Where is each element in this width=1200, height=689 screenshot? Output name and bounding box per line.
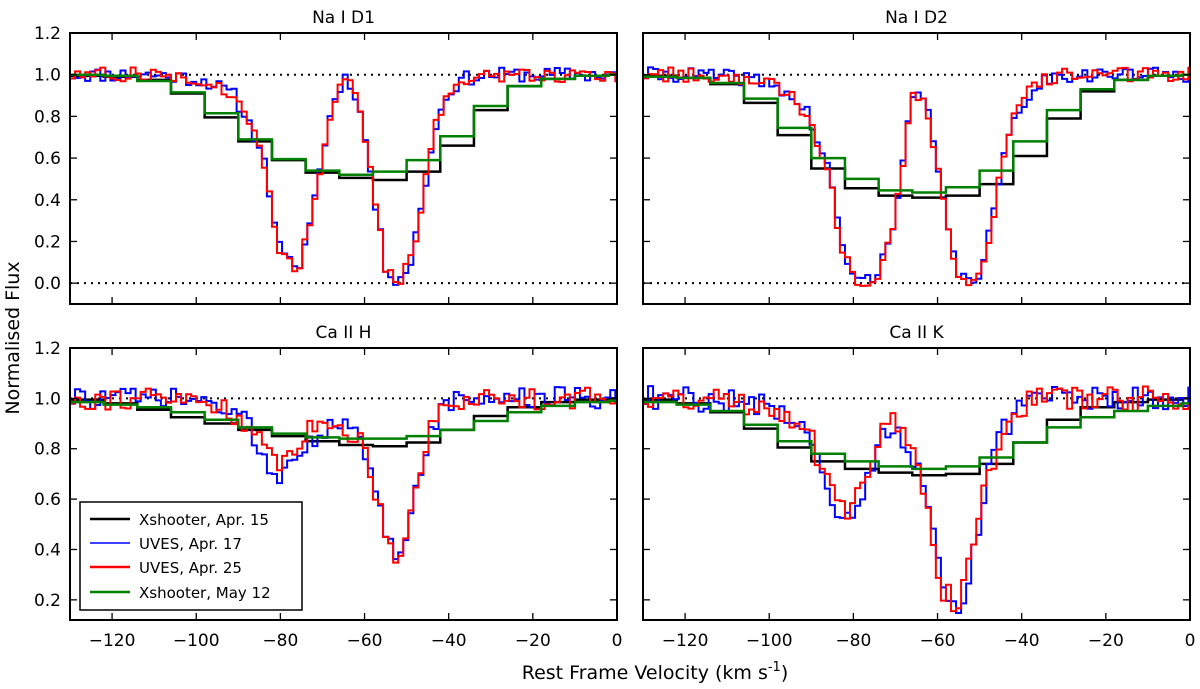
series-xshooter-apr-15-ca-ii-h: [70, 397, 617, 448]
panel-title: Na I D1: [312, 8, 375, 28]
y-tick-label: 0.0: [34, 274, 61, 294]
x-axis-label-close: ): [781, 662, 788, 684]
series-xshooter-may-12-na-i-d1: [70, 73, 617, 176]
legend: Xshooter, Apr. 15 UVES, Apr. 17 UVES, Ap…: [79, 501, 303, 611]
x-tick-label: −20: [1088, 631, 1124, 651]
series-uves-apr-25-ca-ii-h: [70, 386, 617, 564]
axes-frame: [69, 347, 618, 621]
series-xshooter-may-12-na-i-d2: [643, 73, 1190, 194]
x-tick-label: 0: [1185, 631, 1196, 651]
x-tick-label: −60: [920, 631, 956, 651]
legend-label-xshooter-apr15: Xshooter, Apr. 15: [139, 511, 269, 529]
panel-ca-ii-h: −120 −100 −80 −60 −40 −20 0 0.2 0.4 0.6 0.8 1.0 1.2 C…: [34, 323, 622, 651]
y-tick-label: 0.2: [34, 591, 61, 611]
x-axis-label: Rest Frame Velocity (km s-1): [522, 660, 789, 684]
y-tick-label: 0.6: [34, 149, 61, 169]
x-tick-label: −120: [89, 631, 136, 651]
panel-title: Na I D2: [885, 8, 948, 28]
x-tick-label: −100: [173, 631, 220, 651]
series-group: [643, 66, 1190, 287]
series-uves-apr-25-na-i-d1: [70, 66, 617, 285]
series-group: [70, 66, 617, 286]
axes-frame: [642, 32, 1191, 305]
axes-frame: [642, 347, 1191, 621]
x-axis-label-main: Rest Frame Velocity (km s: [522, 662, 768, 684]
legend-label-uves-apr25: UVES, Apr. 25: [139, 559, 242, 577]
series-group: [643, 385, 1190, 615]
y-tick-label: 0.4: [34, 540, 61, 560]
panel-title: Ca II H: [316, 323, 372, 343]
y-tick-label: 0.6: [34, 490, 61, 510]
panel-title: Ca II K: [889, 323, 944, 343]
x-tick-label: −80: [262, 631, 298, 651]
x-tick-label: 0: [612, 631, 623, 651]
series-xshooter-may-12-ca-ii-h: [70, 399, 617, 440]
legend-label-xshooter-may12: Xshooter, May 12: [139, 584, 271, 602]
panel-na-i-d1: 0.0 0.2 0.4 0.6 0.8 1.0 1.2 Na I D1: [34, 8, 618, 305]
y-tick-label: 1.2: [34, 24, 61, 44]
panels-group: 0.00.20.40.60.81.01.2Na I D1 Na I D2−120−…: [34, 8, 1195, 651]
y-tick-label: 1.0: [34, 66, 61, 86]
x-tick-label: −120: [662, 631, 709, 651]
series-uves-apr-25-na-i-d2: [643, 66, 1190, 287]
series-uves-apr-25-ca-ii-k: [643, 385, 1190, 613]
series-group: [70, 386, 617, 564]
legend-label-uves-apr17: UVES, Apr. 17: [139, 535, 242, 553]
y-tick-label: 1.2: [34, 339, 61, 359]
x-tick-label: −100: [746, 631, 793, 651]
x-tick-label: −40: [1004, 631, 1040, 651]
y-axis-label: Normalised Flux: [2, 261, 24, 414]
y-tick-label: 0.4: [34, 191, 61, 211]
panel-na-i-d2: Na I D2: [642, 8, 1191, 305]
panel-ca-ii-k: −120 −100 −80 −60 −40 −20 0 Ca II K: [642, 323, 1196, 651]
series-uves-apr-17-ca-ii-k: [643, 385, 1190, 615]
axes-frame: [69, 32, 618, 305]
x-tick-label: −40: [431, 631, 467, 651]
y-tick-label: 0.8: [34, 440, 61, 460]
series-xshooter-may-12-ca-ii-k: [643, 400, 1190, 471]
x-tick-label: −20: [515, 631, 551, 651]
y-tick-label: 0.8: [34, 107, 61, 127]
series-uves-apr-17-na-i-d1: [70, 66, 617, 286]
y-tick-label: 1.0: [34, 389, 61, 409]
y-tick-label: 0.2: [34, 232, 61, 252]
x-axis-label-exponent: -1: [768, 660, 781, 675]
x-tick-label: −60: [347, 631, 383, 651]
x-tick-label: −80: [835, 631, 871, 651]
